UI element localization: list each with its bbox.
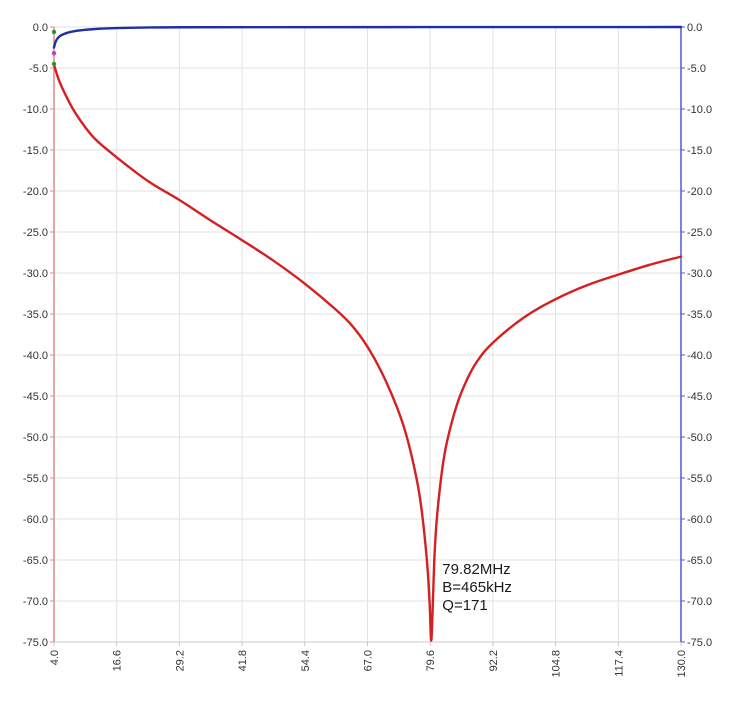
y-right-tick-label: -50.0 <box>687 432 712 444</box>
x-tick-label: 79.6 <box>425 650 437 671</box>
annotation-line: B=465kHz <box>442 579 512 596</box>
y-right-tick-label: -25.0 <box>687 227 712 239</box>
y-left-tick-label: -5.0 <box>29 63 48 75</box>
y-right-tick-label: -55.0 <box>687 473 712 485</box>
y-left-tick-label: -20.0 <box>23 186 48 198</box>
y-right-tick-label: -15.0 <box>687 145 712 157</box>
y-right-tick-label: -40.0 <box>687 350 712 362</box>
x-tick-label: 41.8 <box>237 650 249 671</box>
y-right-tick-label: -35.0 <box>687 309 712 321</box>
y-left-tick-label: 0.0 <box>33 22 48 34</box>
y-right-tick-label: 0.0 <box>687 22 702 34</box>
y-left-tick-label: -25.0 <box>23 227 48 239</box>
y-left-tick-label: -15.0 <box>23 145 48 157</box>
y-right-tick-label: -75.0 <box>687 637 712 649</box>
y-left-tick-label: -10.0 <box>23 104 48 116</box>
x-tick-label: 117.4 <box>613 650 625 677</box>
x-tick-label: 54.4 <box>300 650 312 671</box>
x-tick-label: 4.0 <box>49 650 61 665</box>
y-right-tick-label: -70.0 <box>687 596 712 608</box>
y-left-tick-label: -50.0 <box>23 432 48 444</box>
tick-labels: 0.0 0.0 -5.0 -5.0 -10.0 -10.0 -15.0 -15.0 -20.0 -… <box>23 22 712 678</box>
series-line-blue <box>52 25 683 49</box>
y-left-tick-label: -75.0 <box>23 637 48 649</box>
annotation-line: Q=171 <box>442 597 487 614</box>
x-tick-label: 130.0 <box>676 650 688 678</box>
y-left-tick-label: -60.0 <box>23 514 48 526</box>
x-tick-label: 67.0 <box>363 650 375 671</box>
y-right-tick-label: -5.0 <box>687 63 706 75</box>
x-tick-label: 29.2 <box>174 650 186 671</box>
y-right-tick-label: -10.0 <box>687 104 712 116</box>
axes <box>50 26 685 646</box>
x-tick-label: 92.2 <box>488 650 500 671</box>
y-right-tick-label: -65.0 <box>687 555 712 567</box>
y-right-tick-label: -30.0 <box>687 268 712 280</box>
y-left-tick-label: -70.0 <box>23 596 48 608</box>
y-left-tick-label: -35.0 <box>23 309 48 321</box>
data-marker <box>51 51 57 56</box>
series-layer <box>52 25 683 642</box>
gridlines <box>53 26 682 643</box>
resonance-annotation: 79.82MHz B=465kHz Q=171 <box>442 561 512 614</box>
y-left-tick-label: -40.0 <box>23 350 48 362</box>
annotation-line: 79.82MHz <box>442 561 510 578</box>
markers-layer <box>51 29 57 67</box>
y-right-tick-label: -20.0 <box>687 186 712 198</box>
data-marker <box>51 29 57 35</box>
y-left-tick-label: -30.0 <box>23 268 48 280</box>
x-tick-label: 16.6 <box>112 650 124 671</box>
x-tick-label: 104.8 <box>551 650 563 678</box>
y-right-tick-label: -45.0 <box>687 391 712 403</box>
data-marker <box>51 61 57 67</box>
series-line-red <box>52 63 683 642</box>
y-left-tick-label: -45.0 <box>23 391 48 403</box>
y-left-tick-label: -55.0 <box>23 473 48 485</box>
y-left-tick-label: -65.0 <box>23 555 48 567</box>
y-right-tick-label: -60.0 <box>687 514 712 526</box>
